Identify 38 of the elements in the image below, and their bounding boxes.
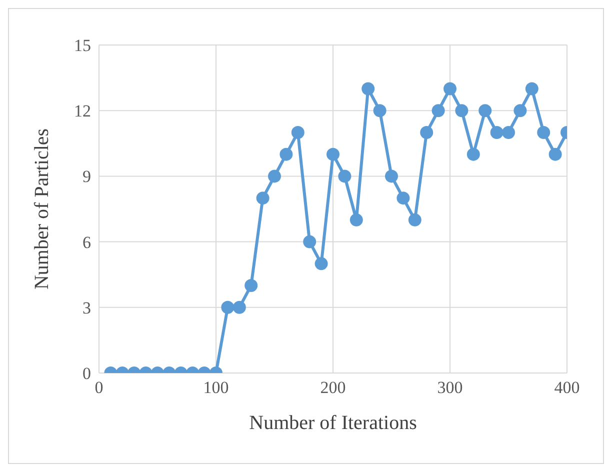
point — [502, 126, 515, 139]
y-tick-label: 3 — [82, 298, 91, 318]
point — [385, 170, 398, 183]
point — [256, 192, 270, 205]
point — [362, 82, 375, 96]
point — [268, 170, 281, 183]
y-tick-label: 0 — [82, 364, 91, 384]
point — [548, 148, 562, 161]
y-tick-label: 6 — [82, 232, 91, 252]
point — [478, 104, 492, 118]
y-tick-label: 9 — [82, 167, 91, 186]
y-tick-label: 12 — [74, 102, 91, 121]
point — [338, 170, 352, 183]
point — [291, 126, 304, 139]
point — [466, 148, 480, 161]
point — [303, 235, 316, 248]
x-tick-label: 300 — [437, 378, 463, 398]
point — [350, 213, 363, 226]
point — [514, 104, 527, 118]
y-tick-label: 15 — [74, 36, 91, 56]
point — [432, 104, 445, 118]
x-tick-label: 100 — [203, 378, 229, 398]
point — [373, 104, 386, 118]
x-tick-label: 0 — [94, 378, 104, 398]
point — [396, 192, 410, 205]
x-tick-label: 200 — [320, 378, 346, 398]
point — [408, 213, 422, 226]
point — [537, 126, 550, 139]
point — [280, 148, 293, 161]
point — [490, 126, 504, 139]
x-tick-label: 400 — [554, 378, 580, 398]
y-axis-title: Number of Particles — [31, 128, 54, 290]
point — [420, 126, 434, 139]
point — [444, 82, 456, 96]
point — [326, 148, 340, 161]
point — [525, 82, 538, 96]
x-axis-title: Number of Iterations — [249, 412, 418, 434]
point — [455, 104, 468, 118]
